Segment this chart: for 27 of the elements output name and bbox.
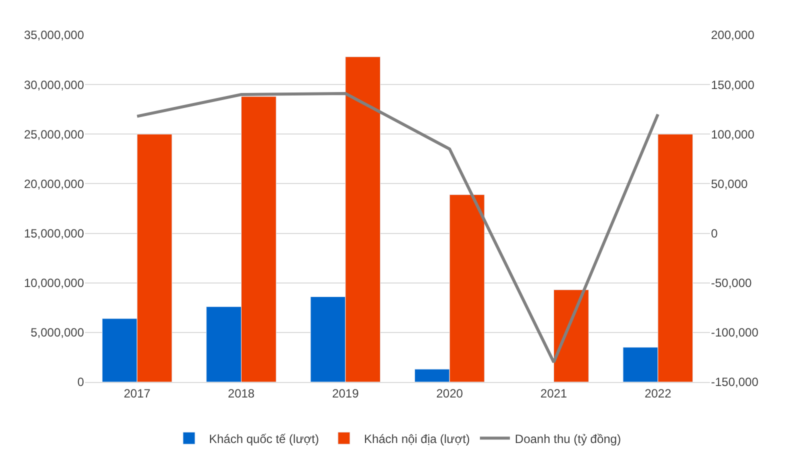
y-tick-label: 15,000,000 bbox=[24, 226, 84, 240]
y2-tick-label: 50,000 bbox=[711, 176, 748, 191]
y-tick-label: 10,000,000 bbox=[24, 276, 84, 290]
y-tick-label: 25,000,000 bbox=[24, 127, 84, 142]
y-tick-label: 5,000,000 bbox=[30, 326, 84, 340]
x-tick-label: 2019 bbox=[332, 386, 360, 400]
x-tick-label: 2021 bbox=[540, 386, 568, 400]
y2-tick-label: -150,000 bbox=[711, 375, 759, 390]
x-tick-label: 2018 bbox=[228, 386, 255, 400]
x-tick-label: 2020 bbox=[436, 386, 464, 400]
y2-tick-label: 0 bbox=[711, 226, 718, 240]
y2-tick-label: -100,000 bbox=[711, 326, 759, 340]
line-series bbox=[136, 92, 660, 364]
y-tick-label: 35,000,000 bbox=[24, 28, 84, 42]
x-tick-label: 2022 bbox=[644, 386, 672, 400]
y2-tick-label: 200,000 bbox=[711, 28, 755, 42]
y-tick-label: 20,000,000 bbox=[24, 176, 84, 191]
y2-tick-label: -50,000 bbox=[711, 276, 752, 290]
y2-tick-label: 150,000 bbox=[711, 78, 755, 92]
bar bbox=[554, 290, 589, 382]
y-tick-label: 0 bbox=[77, 375, 84, 390]
legend-label: Doanh thu (tỷ đồng) bbox=[514, 432, 621, 446]
y-tick-label: 30,000,000 bbox=[24, 78, 84, 92]
legend-label: Khách quốc tế (lượt) bbox=[209, 432, 319, 446]
x-tick-label: 2017 bbox=[124, 386, 151, 400]
legend-label: Khách nội địa (lượt) bbox=[364, 432, 470, 446]
y2-tick-label: 100,000 bbox=[711, 127, 755, 142]
